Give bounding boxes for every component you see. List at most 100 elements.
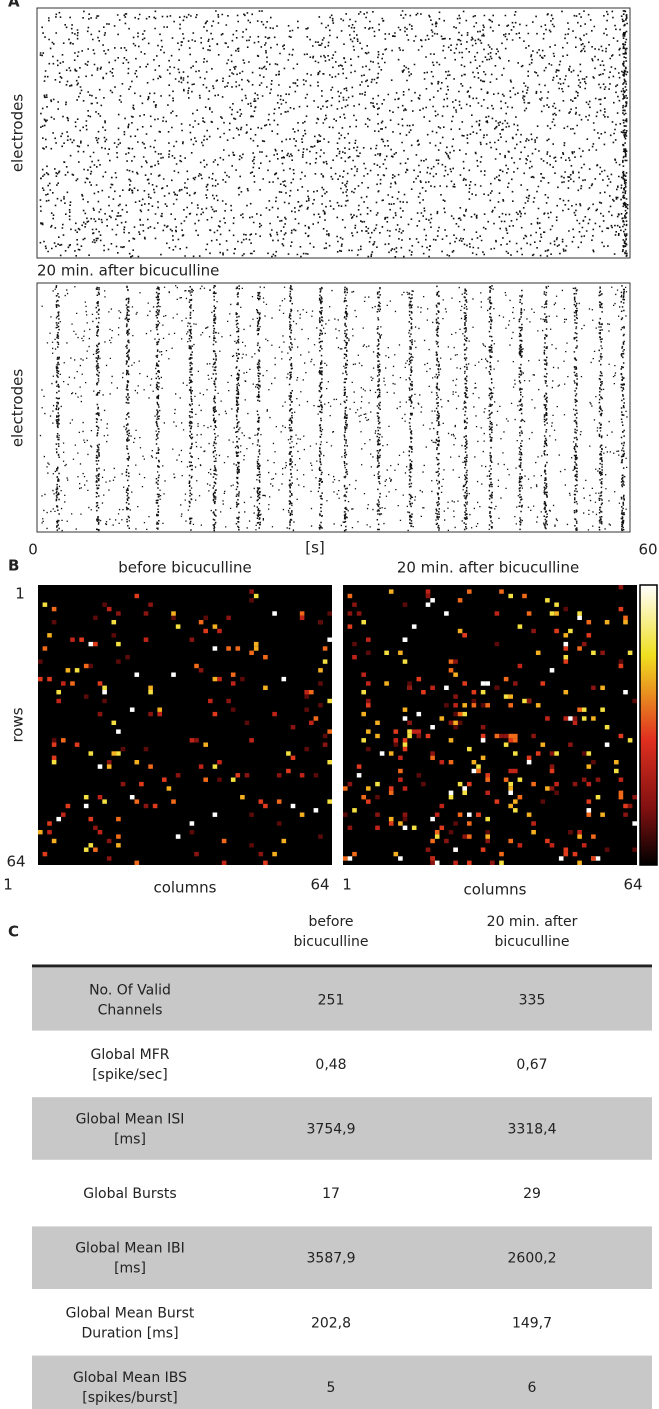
map-cell	[322, 659, 328, 664]
map-cell	[577, 615, 582, 620]
map-cell	[217, 628, 222, 634]
map-title: before bicuculline	[118, 559, 251, 577]
map-cell	[416, 711, 422, 717]
table-text: [spikes/burst]	[82, 1390, 178, 1406]
map-cell	[388, 751, 394, 756]
map-cell	[51, 760, 57, 765]
map-cell	[577, 830, 582, 835]
map-cell	[230, 777, 236, 782]
map-cell	[577, 860, 582, 865]
map-cell	[453, 860, 458, 865]
map-cell	[416, 676, 422, 682]
map-cell	[453, 703, 458, 708]
map-cell	[393, 851, 399, 857]
map-cell	[522, 593, 527, 599]
map-cell	[116, 729, 121, 734]
map-cell	[595, 795, 601, 800]
map-cell	[411, 729, 417, 734]
map-cell	[313, 808, 319, 813]
map-cell	[591, 760, 596, 765]
map-cell	[457, 711, 463, 717]
map-cell	[508, 738, 513, 743]
map-cell	[411, 624, 417, 629]
map-cell	[549, 751, 555, 756]
map-cell	[568, 716, 573, 721]
map-cell	[361, 795, 366, 800]
map-cell	[425, 589, 431, 594]
map-cell	[467, 834, 472, 839]
table-cell: 17	[322, 1186, 340, 1202]
map-cell	[448, 760, 454, 765]
map-cell	[318, 668, 323, 673]
map-cell	[47, 633, 52, 638]
map-cell	[93, 615, 98, 620]
map-cell	[480, 690, 486, 695]
map-cell	[51, 620, 57, 625]
map-cell	[74, 742, 80, 747]
map-cell	[554, 781, 559, 787]
map-cell	[554, 611, 559, 616]
map-cell	[480, 703, 486, 708]
map-cell	[226, 646, 231, 651]
map-cell	[563, 606, 569, 612]
map-cell	[290, 803, 296, 809]
map-cell	[343, 856, 348, 861]
map-cell	[462, 786, 467, 791]
map-cell	[568, 628, 573, 634]
map-cell	[540, 742, 546, 747]
map-cell	[563, 646, 569, 651]
map-cell	[318, 620, 323, 625]
map-cell	[347, 611, 353, 616]
map-cell	[129, 795, 135, 800]
map-cell	[322, 646, 328, 651]
table-text: bicuculline	[293, 934, 368, 950]
map-cell	[471, 690, 477, 695]
map-cell	[554, 602, 559, 607]
map-cell	[453, 711, 458, 717]
map-cell	[402, 825, 408, 830]
map-cell	[494, 611, 500, 616]
map-cell	[134, 593, 140, 599]
map-cell	[453, 847, 458, 852]
map-cell	[453, 720, 458, 725]
map-cell	[116, 834, 121, 839]
map-cell	[47, 821, 52, 826]
map-cell	[198, 668, 204, 673]
map-cell	[299, 615, 305, 620]
map-cell	[313, 716, 319, 721]
map-cell	[322, 742, 328, 747]
map-cell	[581, 716, 587, 721]
map-cell	[194, 738, 199, 743]
map-cell	[299, 611, 305, 616]
map-cell	[352, 641, 357, 647]
map-cell	[568, 742, 573, 747]
map-cell	[106, 764, 112, 769]
table-cell: 2600,2	[508, 1251, 557, 1267]
map-cell	[586, 764, 592, 769]
map-cell	[531, 628, 536, 634]
map-cell	[545, 716, 550, 721]
map-cell	[448, 668, 454, 673]
map-cell	[398, 777, 403, 782]
map-cell	[563, 659, 569, 664]
map-cell	[143, 746, 149, 752]
map-cell	[549, 768, 555, 774]
map-cell	[171, 672, 176, 677]
map-cell	[281, 838, 287, 844]
map-cell	[97, 795, 103, 800]
table-text: [ms]	[114, 1132, 146, 1148]
map-cell	[632, 847, 637, 852]
map-cell	[42, 602, 48, 607]
map-cell	[632, 821, 637, 826]
map-cell	[327, 760, 332, 765]
map-cell	[430, 816, 435, 822]
map-cell	[604, 742, 610, 747]
map-cell	[226, 698, 231, 704]
map-cell	[540, 799, 546, 804]
map-cell	[591, 856, 596, 861]
map-cell	[327, 698, 332, 704]
colorbar	[639, 584, 658, 866]
table-cell: 5	[327, 1380, 336, 1396]
map-cell	[366, 681, 371, 686]
map-cell	[623, 812, 628, 817]
